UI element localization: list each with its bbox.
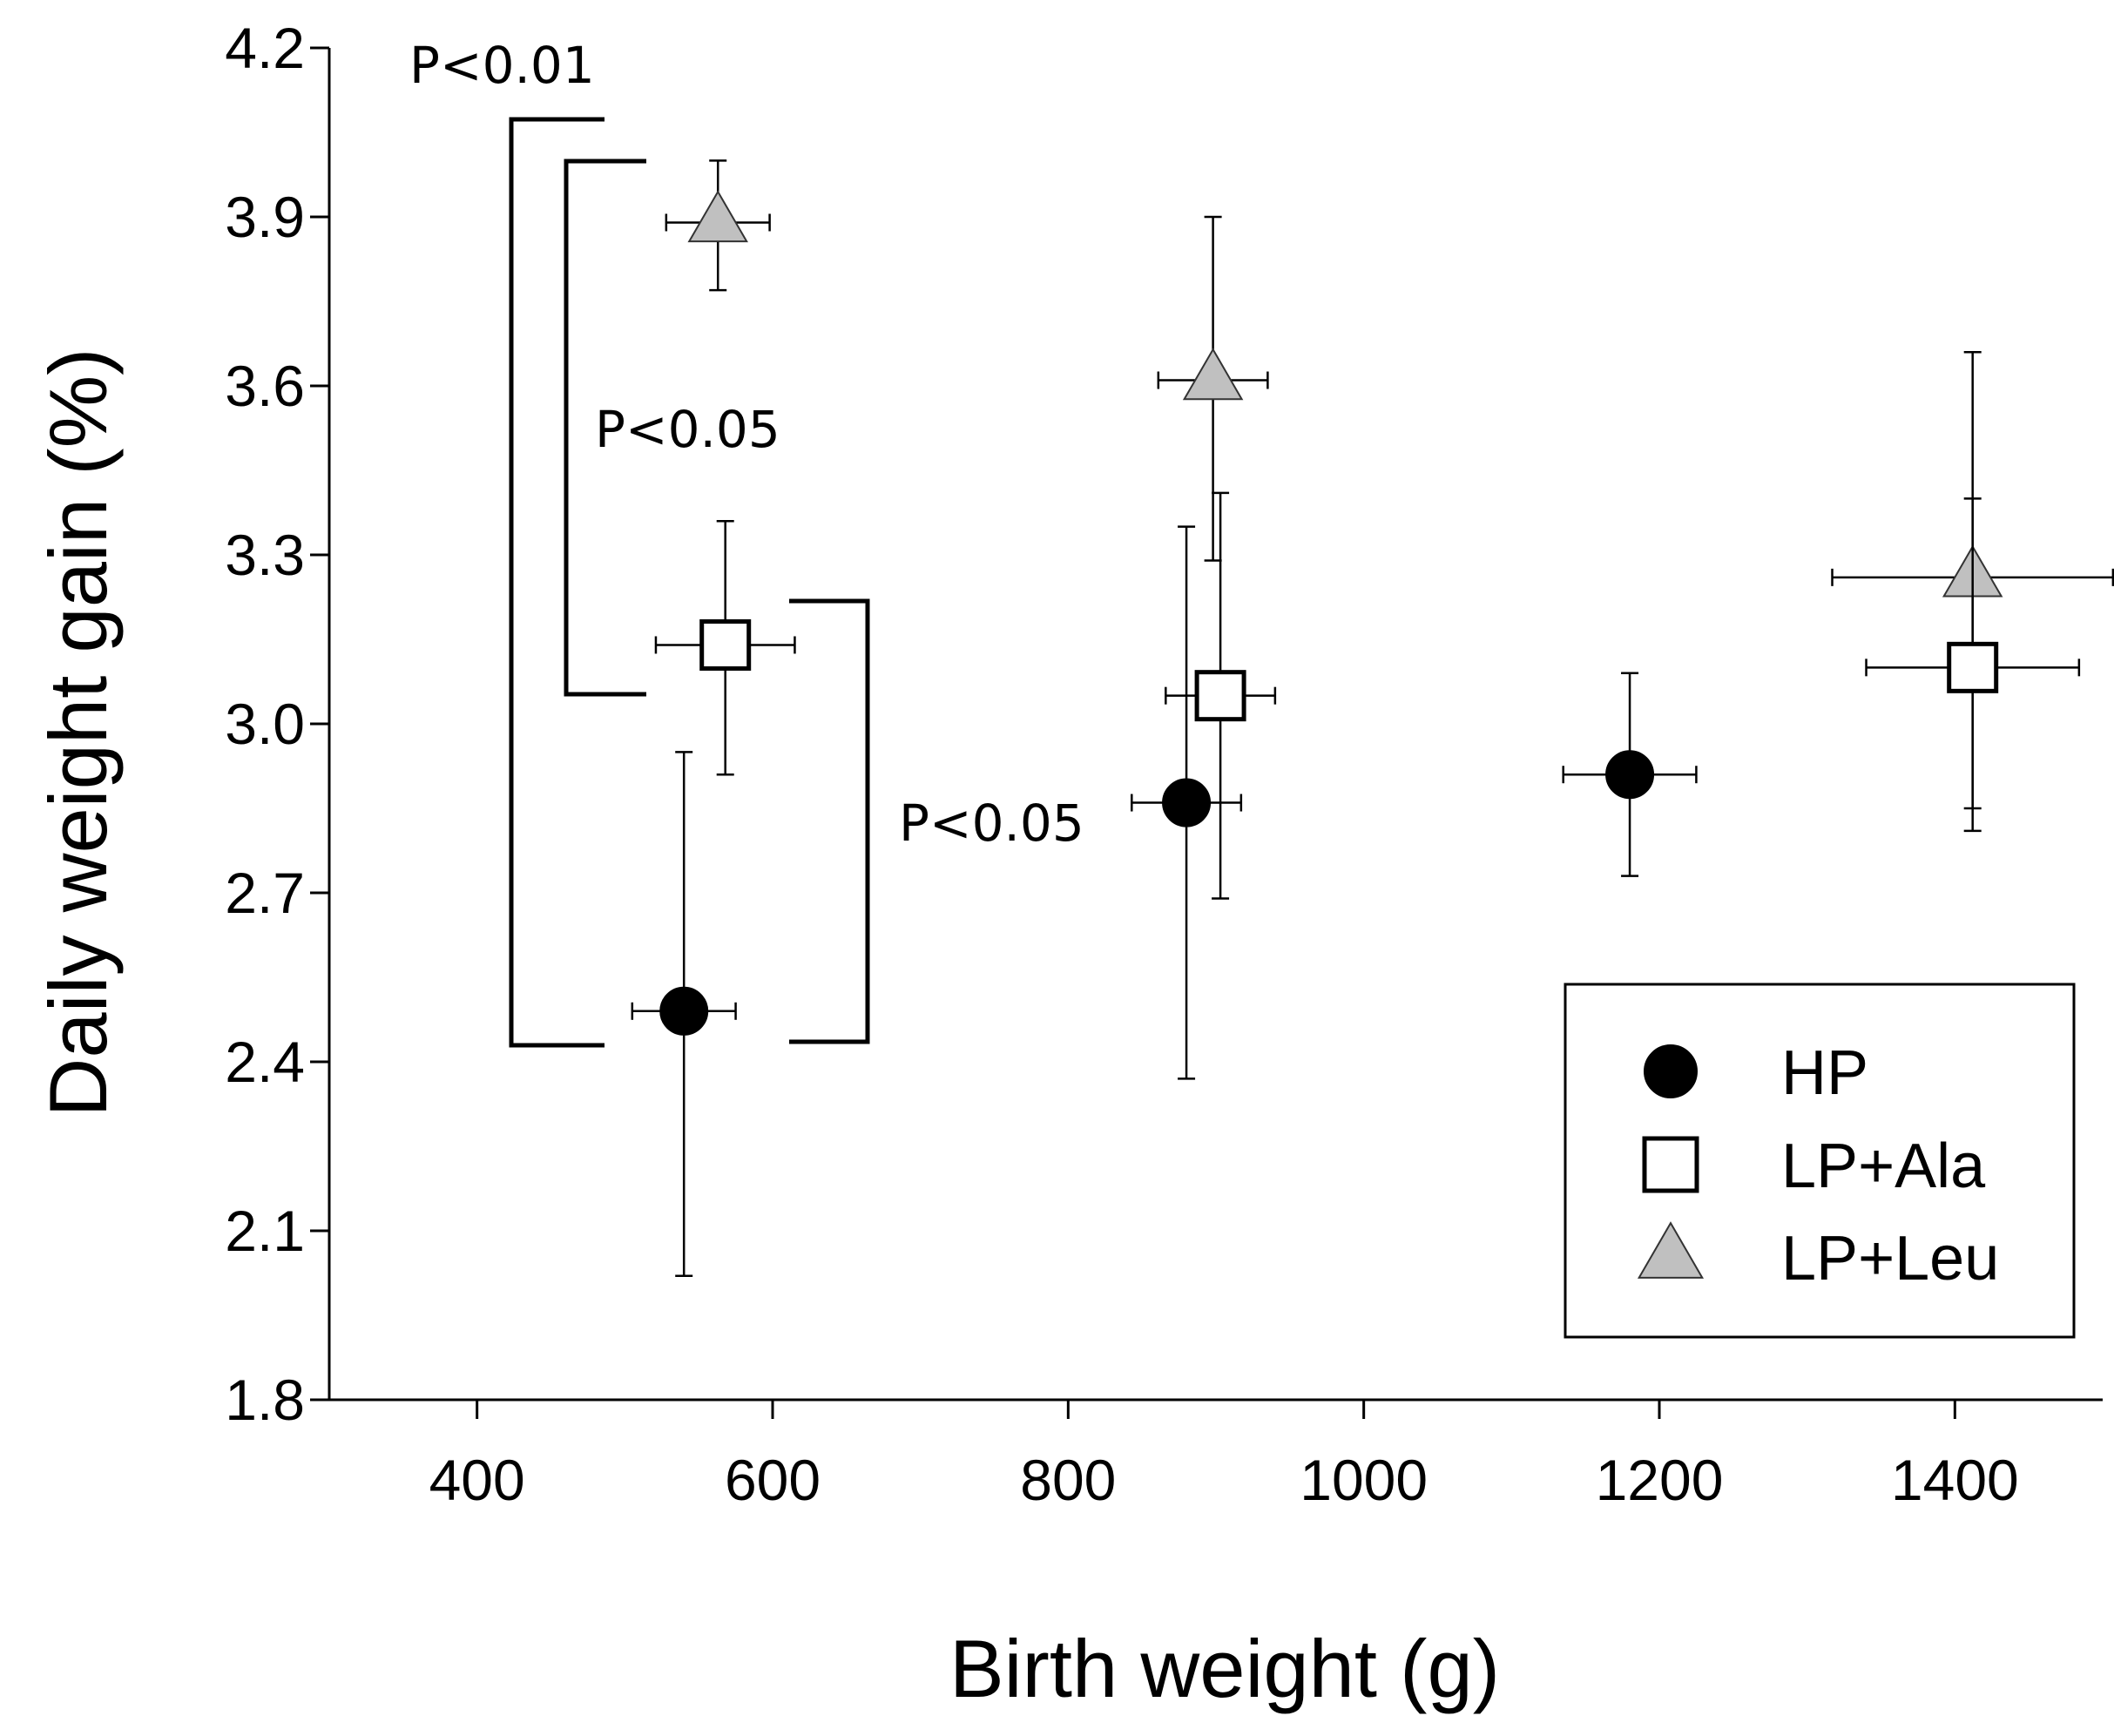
y-tick-label: 3.0 <box>225 692 305 756</box>
significance-brackets: P<0.01 P<0.05 P<0.05 <box>409 36 1084 1048</box>
axes: 1.8 2.1 2.4 2.7 3.0 3.3 3.6 3.9 4.2 400 600 800 1000… <box>32 16 2103 1714</box>
legend: HP LP+Ala LP+Leu <box>1564 983 2076 1339</box>
y-tick-label: 3.3 <box>225 523 305 587</box>
hp-point <box>1162 778 1212 827</box>
bracket-hp-vs-leu <box>509 117 604 1048</box>
legend-marker-lp-ala <box>1642 1136 1699 1193</box>
y-tick-label: 1.8 <box>225 1368 305 1432</box>
hp-point <box>659 986 709 1036</box>
x-tick-label: 800 <box>1020 1448 1116 1512</box>
y-tick-label: 2.1 <box>225 1199 305 1263</box>
lp-leu-point <box>687 190 748 243</box>
x-tick-label: 400 <box>429 1448 525 1512</box>
x-tick-label: 1200 <box>1596 1448 1724 1512</box>
lp-ala-point <box>699 618 752 671</box>
lp-leu-point <box>1182 348 1244 401</box>
x-tick-label: 1000 <box>1300 1448 1428 1512</box>
bracket-ala-vs-leu <box>564 159 646 697</box>
bracket-hp-vs-ala <box>789 598 870 1044</box>
legend-label-lp-ala: LP+Ala <box>1781 1131 1986 1201</box>
legend-marker-hp <box>1644 1044 1698 1098</box>
x-tick-label: 1400 <box>1891 1448 2019 1512</box>
significance-label: P<0.05 <box>899 794 1084 853</box>
legend-marker-lp-leu <box>1637 1221 1705 1279</box>
lp-ala-point <box>1947 641 1999 693</box>
y-axis-label: Daily weight gain (%) <box>32 348 124 1118</box>
hp-point <box>1605 750 1655 800</box>
legend-label-lp-leu: LP+Leu <box>1781 1224 1999 1294</box>
lp-ala-point <box>1194 670 1246 722</box>
data-points <box>631 159 2114 1277</box>
y-tick-label: 4.2 <box>225 16 305 80</box>
x-tick-label: 600 <box>725 1448 821 1512</box>
significance-label: P<0.01 <box>409 36 595 95</box>
significance-label: P<0.05 <box>595 400 780 459</box>
y-tick-label: 3.6 <box>225 354 305 418</box>
y-tick-label: 3.9 <box>225 185 305 249</box>
x-axis-label: Birth weight (g) <box>949 1623 1500 1714</box>
legend-label-hp: HP <box>1781 1038 1868 1108</box>
y-tick-label: 2.4 <box>225 1030 305 1094</box>
y-tick-label: 2.7 <box>225 861 305 925</box>
